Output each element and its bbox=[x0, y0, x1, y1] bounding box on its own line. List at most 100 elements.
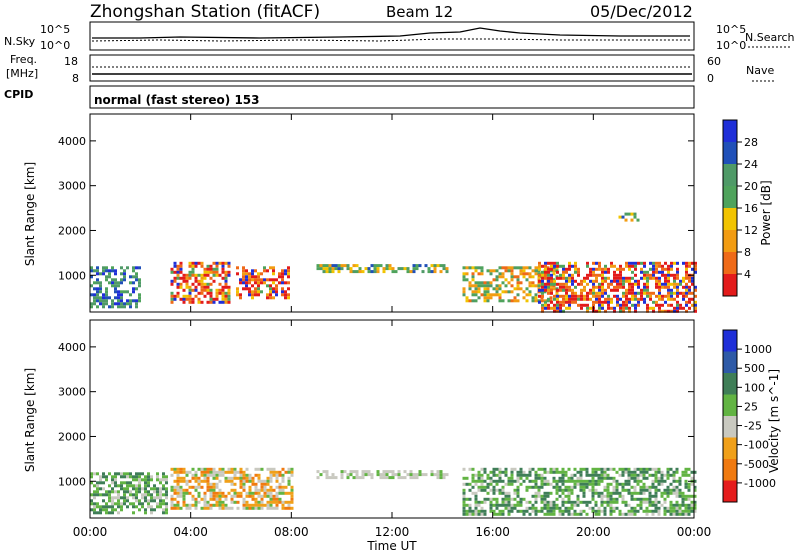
echo-cell bbox=[132, 493, 135, 497]
echo-cell bbox=[114, 287, 117, 291]
colorbar-segment bbox=[723, 274, 737, 296]
echo-cell bbox=[147, 475, 150, 479]
echo-cell bbox=[275, 485, 279, 489]
echo-cell bbox=[562, 294, 565, 298]
echo-cell bbox=[108, 275, 111, 279]
y-tick-label: 4000 bbox=[58, 135, 86, 148]
echo-cell bbox=[197, 279, 201, 283]
echo-cell bbox=[108, 496, 111, 500]
echo-cell bbox=[275, 491, 279, 495]
echo-cell bbox=[537, 485, 541, 489]
echo-cell bbox=[147, 499, 150, 503]
echo-cell bbox=[628, 291, 631, 295]
echo-cell bbox=[510, 299, 514, 303]
echo-cell bbox=[660, 470, 664, 474]
echo-cell bbox=[403, 470, 407, 474]
echo-cell bbox=[693, 470, 697, 474]
echo-cell bbox=[681, 494, 685, 498]
echo-cell bbox=[561, 503, 565, 507]
echo-cell bbox=[257, 467, 261, 471]
echo-cell bbox=[468, 482, 472, 486]
echo-cell bbox=[694, 303, 697, 307]
echo-cell bbox=[658, 294, 661, 298]
echo-cell bbox=[621, 482, 625, 486]
echo-cell bbox=[579, 473, 583, 477]
echo-cell bbox=[555, 488, 559, 492]
echo-cell bbox=[685, 264, 688, 268]
echo-cell bbox=[474, 494, 478, 498]
echo-cell bbox=[565, 285, 568, 289]
echo-cell bbox=[570, 473, 574, 477]
echo-cell bbox=[257, 272, 260, 276]
echo-cell bbox=[117, 502, 120, 506]
echo-cell bbox=[567, 509, 571, 513]
echo-cell bbox=[215, 297, 219, 301]
echo-cell bbox=[185, 488, 189, 492]
echo-cell bbox=[251, 272, 254, 276]
echo-cell bbox=[182, 294, 186, 298]
echo-cell bbox=[90, 475, 93, 479]
echo-cell bbox=[111, 487, 114, 491]
echo-cell bbox=[606, 488, 610, 492]
echo-cell bbox=[138, 278, 141, 282]
echo-cell bbox=[607, 306, 610, 310]
echo-cell bbox=[661, 270, 664, 274]
echo-cell bbox=[618, 512, 622, 516]
echo-cell bbox=[628, 261, 631, 265]
echo-cell bbox=[540, 506, 544, 510]
echo-cell bbox=[645, 509, 649, 513]
echo-cell bbox=[519, 500, 523, 504]
echo-cell bbox=[555, 479, 559, 483]
colorbar-tick-label: 500 bbox=[744, 362, 765, 375]
echo-cell bbox=[462, 467, 466, 471]
echo-cell bbox=[582, 488, 586, 492]
echo-cell bbox=[159, 478, 162, 482]
echo-cell bbox=[197, 479, 201, 483]
echo-cell bbox=[215, 270, 219, 274]
echo-cell bbox=[633, 467, 637, 471]
echo-cell bbox=[541, 294, 544, 298]
echo-cell bbox=[224, 276, 228, 280]
echo-cell bbox=[212, 270, 216, 274]
echo-cell bbox=[474, 473, 478, 477]
echo-cell bbox=[123, 487, 126, 491]
echo-cell bbox=[543, 494, 547, 498]
echo-cell bbox=[370, 476, 374, 480]
echo-cell bbox=[126, 481, 129, 485]
echo-cell bbox=[534, 272, 538, 276]
echo-cell bbox=[173, 485, 177, 489]
echo-cell bbox=[576, 512, 580, 516]
echo-cell bbox=[531, 503, 535, 507]
echo-cell bbox=[559, 309, 562, 313]
echo-cell bbox=[676, 273, 679, 277]
echo-cell bbox=[355, 470, 359, 474]
echo-cell bbox=[117, 293, 120, 297]
echo-cell bbox=[588, 488, 592, 492]
echo-cell bbox=[203, 288, 207, 292]
echo-cell bbox=[655, 300, 658, 304]
echo-cell bbox=[141, 472, 144, 476]
echo-cell bbox=[260, 272, 263, 276]
echo-cell bbox=[111, 478, 114, 482]
echo-cell bbox=[462, 500, 466, 504]
echo-cell bbox=[645, 497, 649, 501]
echo-cell bbox=[489, 281, 493, 285]
echo-cell bbox=[534, 476, 538, 480]
echo-cell bbox=[182, 497, 186, 501]
echo-cell bbox=[275, 494, 279, 498]
echo-cell bbox=[233, 488, 237, 492]
echo-cell bbox=[489, 296, 493, 300]
echo-cell bbox=[612, 509, 616, 513]
echo-cell bbox=[165, 490, 168, 494]
echo-cell bbox=[489, 269, 493, 273]
echo-cell bbox=[594, 491, 598, 495]
echo-cell bbox=[694, 261, 697, 265]
echo-cell bbox=[266, 476, 270, 480]
echo-cell bbox=[227, 297, 231, 301]
echo-cell bbox=[156, 478, 159, 482]
echo-cell bbox=[194, 476, 198, 480]
echo-cell bbox=[150, 508, 153, 512]
echo-cell bbox=[212, 476, 216, 480]
echo-cell bbox=[675, 488, 679, 492]
echo-cell bbox=[179, 267, 183, 271]
